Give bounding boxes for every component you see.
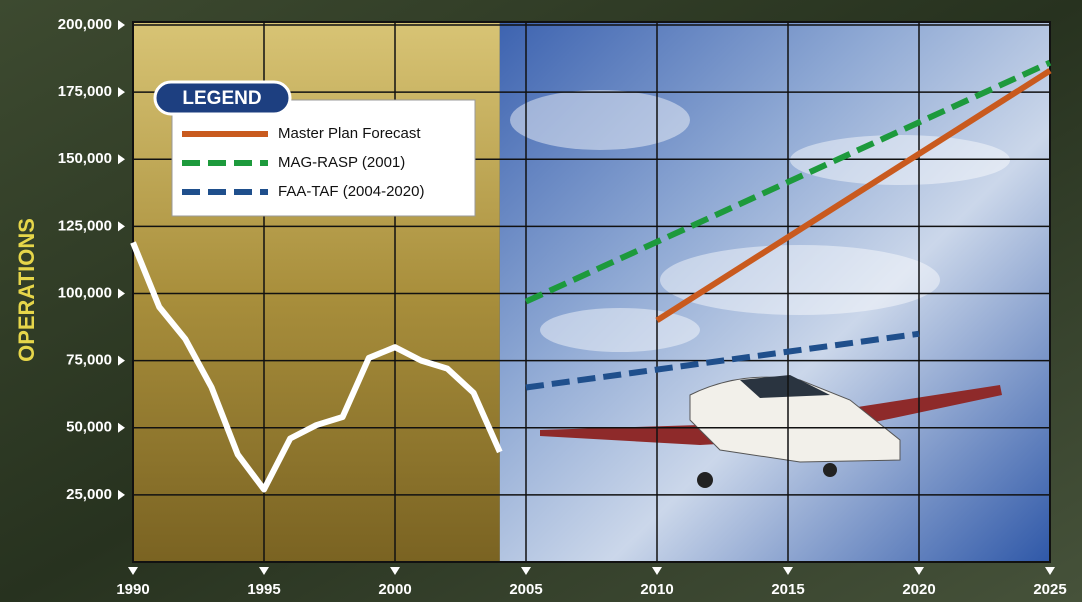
plane-wheel: [823, 463, 837, 477]
legend-box: [171, 99, 476, 217]
y-tick-mark: [118, 154, 125, 165]
cloud: [660, 245, 940, 315]
cloud: [510, 90, 690, 150]
legend-title: LEGEND: [182, 88, 261, 109]
x-tick-mark: [390, 567, 400, 575]
x-tick-mark: [259, 567, 269, 575]
y-tick-mark: [118, 87, 125, 98]
x-tick-mark: [914, 567, 924, 575]
x-tick-mark: [652, 567, 662, 575]
x-tick-label: 2015: [771, 581, 804, 598]
y-tick-mark: [118, 221, 125, 232]
legend: LEGEND Master Plan Forecast MAG-RASP (200…: [153, 80, 476, 217]
plane-wing: [540, 385, 1002, 445]
y-tick-label: 150,000: [58, 150, 112, 167]
plane-wheel: [697, 472, 713, 488]
x-tick-mark: [521, 567, 531, 575]
x-tick-label: 1990: [116, 581, 149, 598]
y-tick-label: 25,000: [66, 486, 112, 503]
y-tick-label: 75,000: [66, 352, 112, 369]
x-tick-mark: [783, 567, 793, 575]
legend-label: MAG-RASP (2001): [278, 154, 405, 171]
x-tick-label: 2000: [378, 581, 411, 598]
y-tick-label: 200,000: [58, 16, 112, 33]
legend-label: Master Plan Forecast: [278, 125, 421, 142]
x-tick-mark: [128, 567, 138, 575]
y-tick-label: 125,000: [58, 217, 112, 234]
y-tick-mark: [118, 489, 125, 500]
legend-label: FAA-TAF (2004-2020): [278, 183, 424, 200]
y-tick-label: 50,000: [66, 419, 112, 436]
y-axis-label: OPERATIONS: [14, 218, 39, 362]
x-tick-mark: [1045, 567, 1055, 575]
x-tick-label: 1995: [247, 581, 280, 598]
forecast-panel: [499, 22, 1050, 562]
y-tick-mark: [118, 355, 125, 366]
cloud: [540, 308, 700, 352]
plane-window: [740, 375, 830, 398]
plot-frame: [132, 21, 1051, 563]
series-line: [525, 330, 920, 391]
y-tick-label: 175,000: [58, 83, 112, 100]
series-line: [655, 68, 1052, 323]
y-tick-label: 100,000: [58, 284, 112, 301]
y-tick-mark: [118, 288, 125, 299]
x-tick-label: 2005: [509, 581, 542, 598]
y-tick-mark: [118, 20, 125, 30]
series-line: [524, 59, 1052, 305]
x-tick-label: 2025: [1033, 581, 1066, 598]
x-tick-label: 2020: [902, 581, 935, 598]
x-tick-label: 2010: [640, 581, 673, 598]
legend-badge: [153, 80, 292, 116]
y-tick-mark: [118, 422, 125, 433]
series-line: [130, 241, 503, 493]
